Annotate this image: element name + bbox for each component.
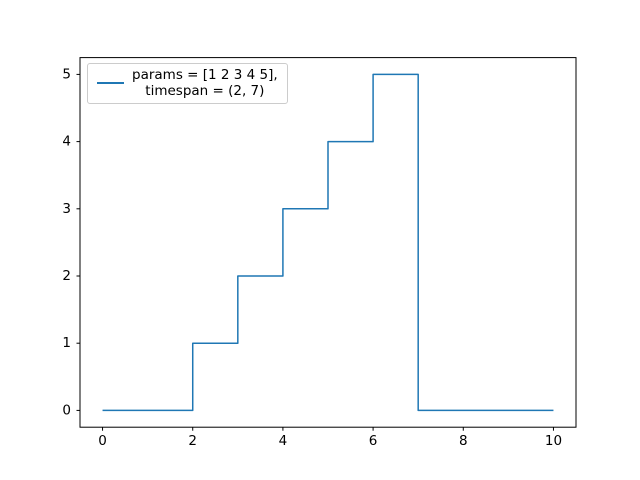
x-tick-label: 4 [279, 433, 288, 449]
y-tick-label: 1 [62, 335, 71, 351]
y-tick-label: 5 [62, 66, 71, 82]
y-tick-label: 3 [62, 201, 71, 217]
legend-line-sample [97, 82, 124, 84]
x-tick-label: 2 [188, 433, 197, 449]
step-series [102, 73, 554, 412]
x-tick-label: 8 [459, 433, 468, 449]
y-tick-label: 2 [62, 268, 71, 284]
x-tick-label: 0 [98, 433, 107, 449]
axes-frame [79, 57, 577, 428]
legend-label: params = [1 2 3 4 5], timespan = (2, 7) [132, 67, 278, 99]
x-tick-label: 10 [545, 433, 562, 449]
y-tick-label: 4 [62, 134, 71, 150]
legend-label-line-1: params = [1 2 3 4 5], [132, 67, 278, 83]
y-axis: 0 1 2 3 4 5 [62, 66, 80, 418]
x-tick-label: 6 [369, 433, 378, 449]
y-tick-label: 0 [62, 402, 71, 418]
step-line [102, 73, 554, 412]
x-axis: 0 2 4 6 8 10 [98, 427, 562, 449]
legend-label-line-2: timespan = (2, 7) [145, 83, 265, 99]
legend: params = [1 2 3 4 5], timespan = (2, 7) [87, 63, 288, 104]
plot-frame [79, 57, 577, 428]
